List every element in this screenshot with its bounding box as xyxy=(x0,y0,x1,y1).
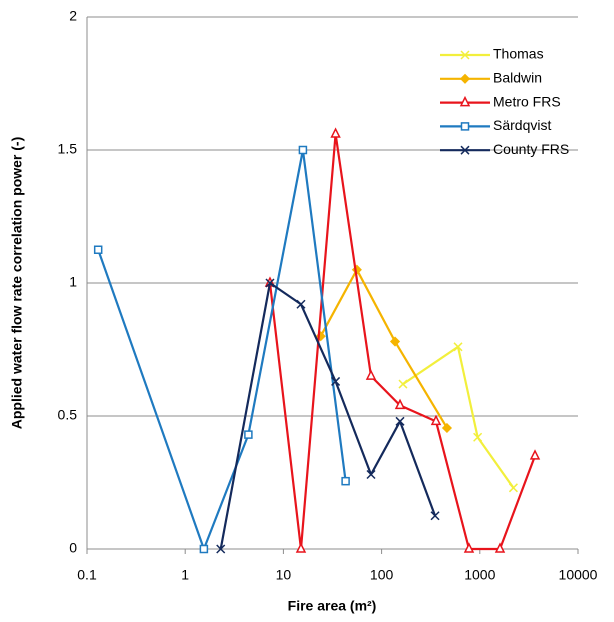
series xyxy=(315,264,453,434)
marker xyxy=(460,145,470,155)
series xyxy=(398,342,518,493)
marker xyxy=(244,430,253,439)
marker xyxy=(366,469,376,480)
legend-label: Baldwin xyxy=(493,70,542,86)
series xyxy=(93,145,350,554)
y-tick-label: 0 xyxy=(69,540,77,556)
marker xyxy=(331,376,341,386)
x-tick-label: 10000 xyxy=(559,567,598,583)
marker xyxy=(216,544,226,554)
marker xyxy=(460,122,470,131)
legend-label: Metro FRS xyxy=(493,93,561,109)
series-line xyxy=(97,148,347,551)
marker xyxy=(473,432,483,442)
y-tick-label: 0.5 xyxy=(58,407,78,423)
marker xyxy=(430,511,440,521)
marker xyxy=(265,278,275,288)
marker xyxy=(430,414,442,426)
marker xyxy=(394,398,406,410)
marker xyxy=(459,95,471,107)
marker xyxy=(460,50,470,60)
marker xyxy=(395,416,405,426)
y-tick-label: 2 xyxy=(69,8,77,24)
legend-label: Särdqvist xyxy=(493,117,551,133)
marker xyxy=(453,342,463,352)
marker xyxy=(298,145,308,155)
marker xyxy=(398,379,408,389)
marker xyxy=(330,127,341,138)
marker xyxy=(93,245,103,254)
marker xyxy=(199,544,209,554)
legend-label: Thomas xyxy=(493,46,544,62)
y-tick-label: 1.5 xyxy=(58,141,78,157)
x-tick-label: 1000 xyxy=(464,567,495,583)
marker xyxy=(441,422,453,434)
marker xyxy=(459,73,471,84)
x-tick-label: 100 xyxy=(370,567,394,583)
x-axis-title: Fire area (m²) xyxy=(288,598,377,614)
y-tick-label: 1 xyxy=(69,274,77,290)
marker xyxy=(508,483,518,493)
x-tick-label: 10 xyxy=(276,567,292,583)
series xyxy=(216,278,440,554)
series-line xyxy=(402,345,515,489)
marker xyxy=(389,336,401,347)
marker xyxy=(365,369,377,380)
series xyxy=(264,127,541,553)
marker xyxy=(494,542,506,553)
marker xyxy=(295,542,307,553)
marker xyxy=(463,542,475,553)
marker xyxy=(296,299,306,309)
y-axis-title: Applied water flow rate correlation powe… xyxy=(9,137,25,429)
marker xyxy=(341,476,350,486)
series-line xyxy=(319,268,448,429)
x-tick-label: 0.1 xyxy=(77,567,97,583)
marker xyxy=(529,449,541,460)
x-tick-label: 1 xyxy=(181,567,189,583)
legend-label: County FRS xyxy=(493,141,569,157)
